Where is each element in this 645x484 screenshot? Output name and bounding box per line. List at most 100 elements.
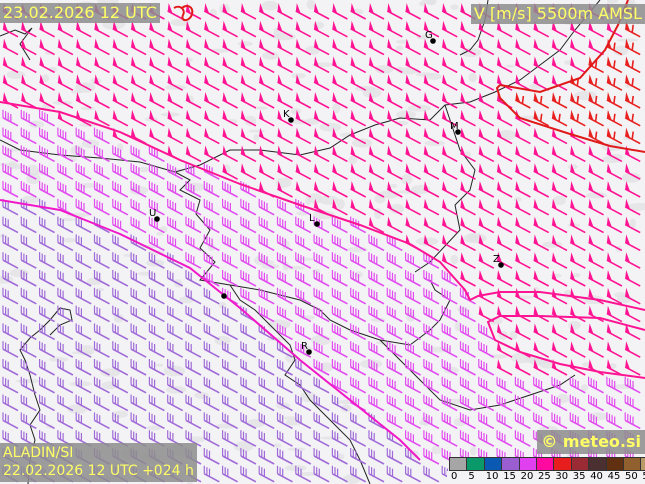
wind-barb bbox=[276, 252, 293, 269]
terrain-patch bbox=[613, 45, 629, 56]
terrain-patch bbox=[312, 210, 335, 220]
wind-barb bbox=[533, 181, 550, 198]
wind-barb bbox=[569, 323, 586, 341]
wind-barb bbox=[332, 109, 348, 127]
legend-swatch bbox=[536, 458, 555, 470]
wind-barb bbox=[20, 216, 37, 234]
wind-barb bbox=[606, 234, 623, 252]
wind-barb bbox=[222, 74, 238, 91]
wind-barb bbox=[405, 109, 421, 127]
wind-barb bbox=[240, 430, 257, 447]
wind-barb bbox=[277, 145, 293, 163]
wind-barb bbox=[423, 20, 440, 38]
wind-barb bbox=[313, 430, 330, 447]
wind-barb bbox=[460, 216, 476, 234]
wind-barb bbox=[57, 359, 74, 376]
wind-barb bbox=[2, 412, 19, 430]
wind-barb bbox=[350, 430, 367, 447]
terrain-patch bbox=[123, 253, 135, 257]
terrain-patch bbox=[306, 0, 316, 10]
wind-barb bbox=[368, 305, 385, 323]
wind-barb bbox=[423, 56, 440, 74]
wind-barb bbox=[332, 3, 348, 20]
wind-barb bbox=[167, 376, 184, 394]
wind-barb bbox=[2, 127, 19, 145]
wind-barb bbox=[423, 430, 440, 447]
wind-barb bbox=[368, 341, 385, 358]
wind-barb bbox=[441, 56, 458, 74]
wind-barb bbox=[240, 323, 257, 341]
wind-barb bbox=[423, 163, 440, 180]
wind-barb bbox=[167, 3, 184, 20]
wind-barb bbox=[130, 74, 147, 91]
wind-barb bbox=[276, 412, 293, 430]
wind-barb bbox=[93, 234, 110, 252]
wind-barb bbox=[441, 270, 458, 287]
wind-barb bbox=[515, 56, 531, 74]
wind-barb bbox=[588, 234, 604, 252]
isotach-30 bbox=[486, 315, 645, 379]
wind-barb bbox=[20, 56, 37, 74]
wind-barb bbox=[478, 145, 495, 163]
legend-tick: 45 bbox=[607, 471, 621, 482]
wind-barb bbox=[295, 127, 312, 145]
wind-barb bbox=[496, 341, 513, 358]
wind-barb bbox=[276, 234, 293, 252]
wind-barb bbox=[240, 376, 257, 394]
wind-barb bbox=[185, 145, 202, 163]
wind-barb bbox=[533, 56, 550, 74]
wind-barb bbox=[203, 465, 220, 483]
model-info: ALADIN/SI 22.02.2026 12 UTC +024 h bbox=[0, 443, 197, 482]
wind-barb bbox=[75, 376, 92, 394]
wind-barb bbox=[405, 38, 421, 56]
wind-barb bbox=[75, 92, 92, 109]
wind-barb bbox=[75, 216, 92, 234]
terrain-patch bbox=[351, 138, 373, 148]
terrain-patch bbox=[77, 182, 98, 189]
wind-barb bbox=[606, 394, 623, 412]
terrain-patch bbox=[627, 202, 645, 211]
wind-barb bbox=[478, 92, 495, 109]
wind-barb bbox=[20, 163, 37, 180]
wind-barb bbox=[203, 252, 220, 269]
wind-barb bbox=[313, 376, 330, 394]
wind-barb bbox=[441, 127, 458, 145]
wind-barb bbox=[441, 109, 458, 127]
wind-barb bbox=[240, 163, 257, 180]
wind-barb bbox=[386, 216, 403, 234]
terrain-patch bbox=[513, 197, 522, 202]
wind-barb bbox=[94, 109, 110, 127]
wind-barb bbox=[203, 3, 220, 20]
wind-barb bbox=[94, 56, 110, 74]
wind-barb bbox=[258, 20, 275, 38]
wind-barb bbox=[533, 38, 550, 56]
wind-barb bbox=[203, 198, 220, 216]
wind-barb bbox=[93, 163, 110, 180]
wind-barb bbox=[148, 323, 165, 341]
wind-barb bbox=[112, 270, 129, 287]
wind-barb bbox=[606, 56, 623, 74]
wind-barb bbox=[496, 305, 513, 323]
wind-barb bbox=[368, 252, 385, 269]
wind-barb bbox=[386, 376, 403, 394]
wind-barb bbox=[277, 74, 293, 91]
wind-barb bbox=[167, 74, 184, 91]
wind-barb bbox=[405, 376, 421, 394]
wind-barb bbox=[222, 56, 238, 74]
wind-barb bbox=[130, 323, 147, 341]
wind-barb bbox=[496, 412, 513, 430]
wind-barb bbox=[588, 341, 604, 358]
wind-barb bbox=[295, 145, 312, 163]
wind-barb bbox=[624, 341, 641, 358]
wind-barb bbox=[368, 323, 385, 341]
wind-barb bbox=[258, 430, 275, 447]
terrain-patch bbox=[505, 64, 515, 68]
wind-barb bbox=[423, 270, 440, 287]
wind-barb bbox=[222, 20, 238, 38]
wind-barb bbox=[460, 234, 476, 252]
wind-barb bbox=[496, 234, 513, 252]
wind-barb bbox=[276, 376, 293, 394]
wind-barb bbox=[258, 145, 275, 163]
wind-barb bbox=[441, 323, 458, 341]
wind-barb bbox=[350, 323, 367, 341]
